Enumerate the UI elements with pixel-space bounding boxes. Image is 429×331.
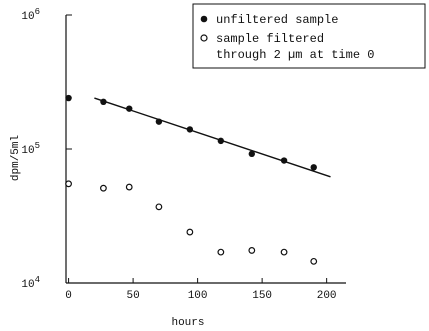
point-filtered — [125, 183, 133, 191]
point-filtered — [100, 184, 107, 192]
data-marks — [65, 94, 331, 265]
legend: unfiltered sample sample filtered throug… — [192, 3, 426, 69]
y-tick-label: 106 — [21, 7, 40, 23]
x-tick-label: 200 — [317, 290, 337, 302]
axes: 0 50 100 150 200 104 105 106 — [21, 7, 346, 302]
fit-line-unfiltered — [94, 97, 331, 178]
point-filtered — [155, 203, 163, 211]
legend-marker-unfiltered — [200, 15, 208, 23]
point-filtered — [186, 228, 194, 236]
x-tick-label: 0 — [65, 290, 72, 302]
point-unfiltered — [280, 157, 288, 164]
legend-label-filtered-line2: through 2 µm at time 0 — [216, 48, 374, 62]
point-unfiltered — [100, 98, 107, 106]
point-unfiltered — [65, 94, 72, 102]
point-unfiltered — [310, 164, 317, 171]
point-unfiltered — [248, 150, 256, 158]
point-unfiltered — [155, 118, 163, 125]
point-unfiltered — [126, 105, 133, 112]
point-filtered — [280, 248, 288, 256]
x-tick-label: 100 — [188, 290, 208, 302]
point-unfiltered — [186, 126, 194, 133]
y-axis-label: dpm/5ml — [10, 135, 22, 181]
point-filtered — [310, 257, 318, 265]
x-axis-label: hours — [171, 317, 204, 329]
legend-label-filtered-line1: sample filtered — [216, 32, 324, 46]
y-tick-label: 104 — [21, 275, 40, 291]
y-tick-label: 105 — [21, 141, 40, 157]
point-filtered — [248, 247, 256, 254]
x-tick-label: 150 — [252, 290, 272, 302]
legend-box — [192, 3, 426, 69]
point-unfiltered — [217, 137, 225, 145]
legend-label-unfiltered: unfiltered sample — [216, 13, 338, 27]
point-filtered — [217, 248, 225, 256]
x-tick-label: 50 — [126, 290, 139, 302]
legend-marker-filtered — [200, 34, 208, 42]
point-filtered — [65, 180, 72, 188]
